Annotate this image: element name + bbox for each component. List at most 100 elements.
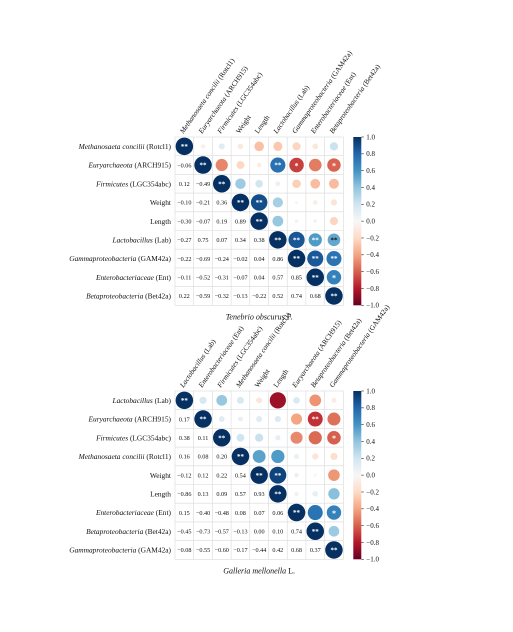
row-label: Enterobacteriaceae (Ent): [95, 273, 172, 282]
correlation-circle: [275, 435, 281, 441]
row-label-name: Methanosaeta concilii: [78, 452, 145, 461]
row-label: Lactobacillus (Lab): [111, 396, 171, 405]
correlation-circle: [329, 178, 339, 189]
cell-value: 0.07: [216, 237, 227, 244]
cell-value: −0.06: [177, 162, 191, 169]
colorbar-tick-label: 0.4: [366, 438, 375, 446]
cell-value: −0.17: [233, 547, 247, 554]
significance-mark: **: [274, 236, 282, 244]
cell-value: −0.13: [233, 293, 247, 300]
diagonal-circle: [325, 541, 343, 559]
correlation-circle: [307, 411, 323, 427]
cell-value: −0.44: [252, 547, 266, 554]
correlation-circle: [271, 449, 285, 464]
colorbar-tick-label: 1.0: [366, 387, 375, 395]
row-label-name: Lactobacillus: [111, 235, 152, 244]
correlation-circle: [254, 141, 264, 152]
correlation-circle: [312, 491, 319, 497]
correlation-circle: [256, 162, 262, 168]
row-label: Gammaproteobacteria (GAM42a): [69, 254, 171, 263]
colorbar-tick-label: 0.6: [366, 167, 375, 175]
cell-value: 0.22: [179, 293, 190, 300]
row-label: Gammaproteobacteria (GAM42a): [69, 546, 171, 555]
cell-value: −0.10: [177, 200, 191, 207]
significance-mark: **: [218, 434, 226, 442]
significance-mark: **: [293, 255, 301, 263]
colorbar-tick-label: −0.8: [366, 285, 379, 293]
diagonal-circle: [194, 410, 212, 428]
row-label-name: Gammaproteobacteria: [69, 254, 136, 263]
colorbar-tick-label: 0.8: [366, 150, 375, 158]
cell-value: 0.10: [272, 528, 283, 535]
row-label: Length: [150, 217, 171, 226]
correlation-circle: [218, 143, 225, 150]
correlation-circle: [326, 251, 342, 267]
panel-galleria: **0.17 ** **0.38 0.11 ** *0.16 0.08 0.20 **−0.12…: [69, 303, 391, 575]
cell-value: 0.52: [272, 293, 283, 300]
cell-value: 0.22: [216, 472, 227, 479]
correlation-circle: [288, 231, 305, 248]
cell-value: 0.37: [310, 547, 321, 554]
correlation-circle: [326, 270, 342, 285]
cell-value: 0.38: [179, 435, 190, 442]
cell-value: 0.57: [272, 274, 283, 281]
colorbar-tick-label: −0.4: [366, 505, 379, 513]
correlation-circle: [273, 141, 283, 151]
cell-value: 0.42: [272, 547, 283, 554]
cell-value: 0.57: [235, 491, 246, 498]
grid-frame: [174, 390, 344, 560]
diagonal-circle: [306, 522, 324, 540]
significance-mark: *: [332, 509, 336, 518]
correlation-circle: [313, 473, 317, 477]
significance-mark: **: [293, 236, 301, 244]
cell-value: −0.60: [215, 547, 229, 554]
cell-value: −0.12: [177, 472, 191, 479]
row-label: Enterobacteriaceae (Ent): [95, 508, 172, 517]
column-label-name: Length: [272, 368, 290, 390]
cell-value: 0.93: [254, 491, 265, 498]
row-label-suffix: (LGC354abc): [128, 433, 171, 442]
colorbar-tick-label: −1.0: [366, 556, 379, 564]
panel-caption: Galleria mellonella L.: [223, 566, 295, 575]
cell-value: 0.74: [291, 528, 302, 535]
colorbar-tick-label: 0.2: [366, 201, 375, 209]
diagonal-circle: [250, 466, 268, 484]
row-label-suffix: (GAM42a): [136, 546, 171, 555]
column-label-suffix: (Ent): [342, 70, 358, 89]
diagonal-circle: [287, 249, 306, 268]
significance-mark: **: [200, 416, 208, 424]
cell-value: 0.17: [179, 416, 190, 423]
correlation-circle: [274, 415, 282, 423]
colorbar-tick-label: 1.0: [366, 133, 375, 141]
row-label-suffix: (LGC354abc): [128, 179, 171, 188]
correlation-circle: [313, 219, 317, 223]
cell-value: −0.22: [252, 293, 266, 300]
cell-value: −0.21: [196, 200, 210, 207]
column-label: Length: [272, 368, 290, 390]
colorbar: [353, 391, 362, 560]
significance-mark: *: [332, 434, 336, 443]
row-label-suffix: (ARCH915): [133, 415, 172, 424]
correlation-circle: [294, 219, 299, 223]
cell-value: 0.36: [216, 200, 227, 207]
column-label-name: Weight: [235, 114, 253, 135]
cell-value: −0.73: [196, 528, 210, 535]
correlation-circle: [255, 433, 264, 442]
cell-value: 0.16: [179, 454, 190, 461]
cell-value: 0.68: [291, 547, 302, 554]
column-label: Weight: [253, 368, 271, 389]
row-label-name: Length: [150, 489, 171, 498]
diagonal-circle: [213, 175, 231, 193]
diagonal-circle: [231, 193, 250, 212]
cell-value: 0.04: [254, 256, 265, 263]
row-label-name: Firmicutes: [95, 433, 128, 442]
column-label-suffix: (Ent): [229, 324, 245, 343]
row-label: Methanosaeta concilii (Rotcl1): [78, 452, 172, 461]
panel-tenebrio: **−0.06 ** ** * *0.12 −0.49 **−0.10 −0.21 0.36 **…: [69, 49, 382, 321]
colorbar-tick-label: 0.4: [366, 184, 375, 192]
cell-value: 0.11: [198, 435, 209, 442]
correlation-circle: [294, 472, 299, 478]
cell-value: 0.07: [254, 510, 265, 517]
diagonal-circle: [325, 287, 343, 305]
row-label-name: Weight: [150, 471, 172, 480]
